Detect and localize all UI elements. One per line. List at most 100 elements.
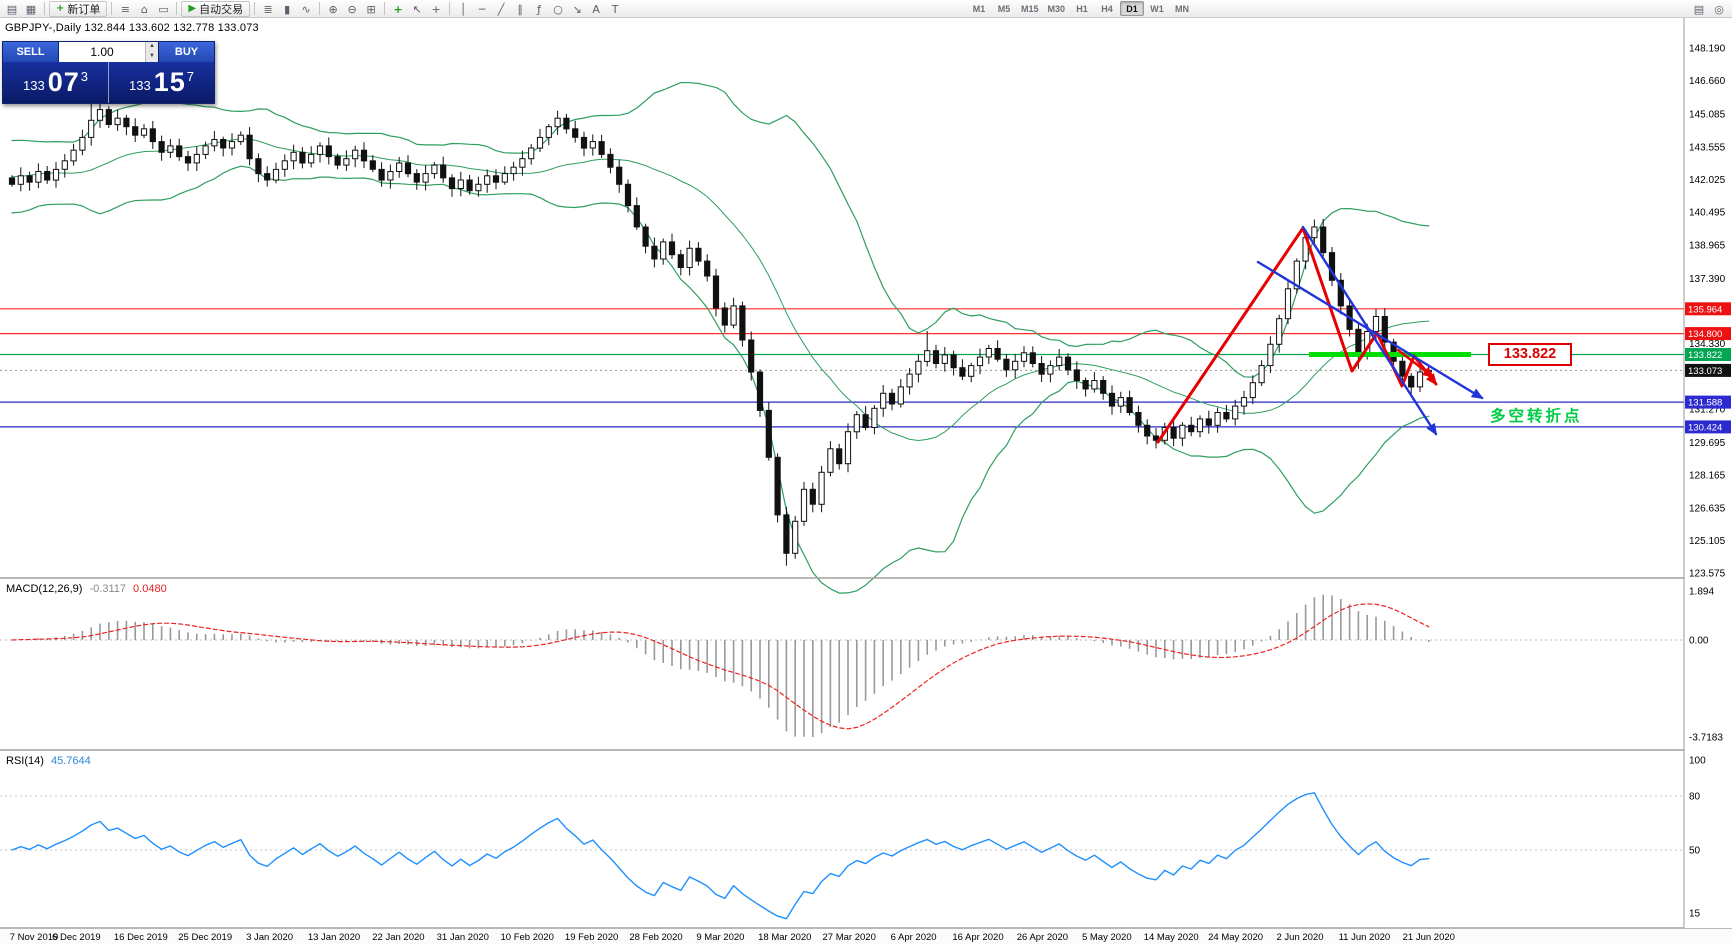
- turning-point-label: 多空转折点: [1490, 408, 1583, 425]
- zoom-in-icon[interactable]: ⊕: [328, 2, 338, 16]
- svg-text:10 Feb 2020: 10 Feb 2020: [501, 932, 554, 943]
- svg-text:14 May 2020: 14 May 2020: [1144, 932, 1199, 943]
- sell-price-sup: 3: [80, 69, 88, 84]
- horizontal-price-lines[interactable]: [0, 308, 1684, 428]
- cursor-icon[interactable]: ↖: [412, 2, 422, 16]
- macd-panel: [0, 594, 1684, 737]
- svg-text:142.025: 142.025: [1689, 175, 1726, 186]
- buy-button[interactable]: BUY: [159, 42, 214, 62]
- print-icon[interactable]: ▤: [1693, 3, 1705, 16]
- autotrading-button-label: 自动交易: [199, 3, 244, 16]
- svg-text:123.575: 123.575: [1689, 569, 1726, 580]
- svg-text:13 Jan 2020: 13 Jan 2020: [308, 932, 360, 943]
- fibonacci-icon[interactable]: ƒ: [537, 2, 542, 16]
- timeframe-d1[interactable]: D1: [1120, 1, 1145, 16]
- horizontal-line-icon[interactable]: ─: [478, 2, 486, 16]
- svg-text:6 Dec 2019: 6 Dec 2019: [52, 932, 101, 943]
- svg-text:-3.7183: -3.7183: [1689, 733, 1723, 744]
- timeframe-m15[interactable]: M15: [1021, 4, 1039, 14]
- svg-text:22 Jan 2020: 22 Jan 2020: [372, 932, 424, 943]
- buy-price[interactable]: 133 15 7: [109, 62, 214, 103]
- svg-text:130.424: 130.424: [1688, 422, 1722, 433]
- one-click-trading-panel: SELL ▲ ▼ BUY 133 07 3 133 15 7: [2, 41, 215, 104]
- svg-text:134.330: 134.330: [1689, 339, 1726, 350]
- svg-text:5 May 2020: 5 May 2020: [1082, 932, 1132, 943]
- svg-text:133.822: 133.822: [1688, 350, 1722, 361]
- volume-spinner[interactable]: ▲ ▼: [145, 42, 158, 62]
- tile-windows-icon[interactable]: ⊞: [366, 2, 376, 16]
- toolbar-separator: [384, 2, 386, 15]
- volume-input[interactable]: [59, 42, 145, 62]
- navigator-icon[interactable]: ⌂: [140, 2, 148, 16]
- candlestick-chart-icon[interactable]: ▮: [284, 2, 291, 16]
- line-chart-icon[interactable]: ∿: [301, 2, 311, 16]
- rsi-value: 45.7644: [50, 755, 91, 767]
- svg-text:2 Jun 2020: 2 Jun 2020: [1276, 932, 1323, 943]
- timeframe-h4[interactable]: H4: [1101, 4, 1113, 14]
- market-watch-icon[interactable]: ≡: [120, 2, 130, 16]
- toolbar-separator: [449, 2, 451, 15]
- svg-text:11 Jun 2020: 11 Jun 2020: [1339, 932, 1391, 943]
- svg-text:140.495: 140.495: [1689, 208, 1726, 219]
- text-icon[interactable]: A: [592, 2, 600, 16]
- arrows-icon[interactable]: ↘: [572, 2, 582, 16]
- toolbar-separator: [44, 2, 45, 15]
- volume-down-icon[interactable]: ▼: [149, 53, 155, 59]
- svg-text:19 Feb 2020: 19 Feb 2020: [565, 932, 618, 943]
- svg-text:138.965: 138.965: [1689, 240, 1726, 251]
- text-label-icon[interactable]: T: [611, 2, 619, 16]
- chart-profiles-icon[interactable]: ▦: [25, 2, 37, 16]
- macd-name: MACD(12,26,9): [6, 583, 83, 595]
- svg-text:25 Dec 2019: 25 Dec 2019: [178, 932, 232, 943]
- svg-text:9 Mar 2020: 9 Mar 2020: [696, 932, 744, 943]
- indicators-icon[interactable]: +: [393, 2, 403, 16]
- timeframe-h1[interactable]: H1: [1076, 4, 1088, 14]
- sell-price[interactable]: 133 07 3: [3, 62, 109, 103]
- trendline-icon[interactable]: ╱: [497, 2, 505, 16]
- chart-symbol-info: GBPJPY-,Daily 132.844 133.602 132.778 13…: [5, 22, 259, 34]
- sell-button[interactable]: SELL: [3, 42, 58, 62]
- terminal-icon[interactable]: ▭: [158, 2, 169, 16]
- price-scale[interactable]: 148.190 146.660 145.085 143.555 142.025 140.4…: [1683, 18, 1732, 928]
- svg-text:18 Mar 2020: 18 Mar 2020: [758, 932, 811, 943]
- macd-header: MACD(12,26,9) -0.3117 0.0480: [6, 583, 167, 595]
- chart-annotations[interactable]: [1156, 225, 1484, 444]
- toolbar-separator: [176, 2, 178, 15]
- svg-text:24 May 2020: 24 May 2020: [1208, 932, 1263, 943]
- volume-up-icon[interactable]: ▲: [149, 43, 155, 49]
- svg-text:131.588: 131.588: [1688, 398, 1722, 409]
- buy-price-big: 15: [153, 67, 186, 97]
- crosshair-icon[interactable]: +: [431, 2, 441, 16]
- timeframe-m30[interactable]: M30: [1047, 4, 1066, 14]
- macd-value-signal: 0.0480: [133, 583, 167, 595]
- svg-text:80: 80: [1689, 792, 1701, 803]
- search-icon[interactable]: ◎: [1714, 3, 1724, 16]
- svg-text:15: 15: [1689, 909, 1701, 920]
- panel-separators[interactable]: [0, 577, 1732, 929]
- toolbar-main-items: ▤ ▦ + 新订单 ≡ ⌂ ▭ ▶ 自动交易 ≣ ▮ ∿ ⊕ ⊖ ⊞ + ↖ + │ ─ ╱ ∥ ƒ ○ ↘ A T: [3, 0, 624, 17]
- toolbar-right-icons: ▤ ◎: [1690, 1, 1728, 17]
- timeframe-mn[interactable]: MN: [1175, 4, 1190, 14]
- zoom-out-icon[interactable]: ⊖: [347, 2, 357, 16]
- autotrading-button[interactable]: ▶ 自动交易: [181, 0, 251, 17]
- new-order-button[interactable]: + 新订单: [49, 0, 108, 17]
- svg-text:133.073: 133.073: [1688, 366, 1722, 377]
- timeframe-m5[interactable]: M5: [997, 4, 1011, 14]
- svg-text:135.964: 135.964: [1688, 304, 1722, 315]
- shapes-icon[interactable]: ○: [553, 2, 563, 16]
- timeframe-m1[interactable]: M1: [972, 4, 986, 14]
- bar-chart-icon[interactable]: ≣: [263, 2, 273, 16]
- new-chart-icon[interactable]: ▤: [6, 2, 18, 16]
- trade-panel-price-row: 133 07 3 133 15 7: [3, 62, 214, 103]
- sell-price-prefix: 133: [23, 78, 45, 93]
- svg-text:129.695: 129.695: [1689, 438, 1726, 449]
- timeframe-w1[interactable]: W1: [1150, 4, 1164, 14]
- svg-text:0.00: 0.00: [1689, 636, 1709, 647]
- vertical-line-icon[interactable]: │: [459, 2, 467, 16]
- svg-text:31 Jan 2020: 31 Jan 2020: [437, 932, 489, 943]
- channel-icon[interactable]: ∥: [517, 2, 523, 16]
- buy-price-prefix: 133: [129, 78, 151, 93]
